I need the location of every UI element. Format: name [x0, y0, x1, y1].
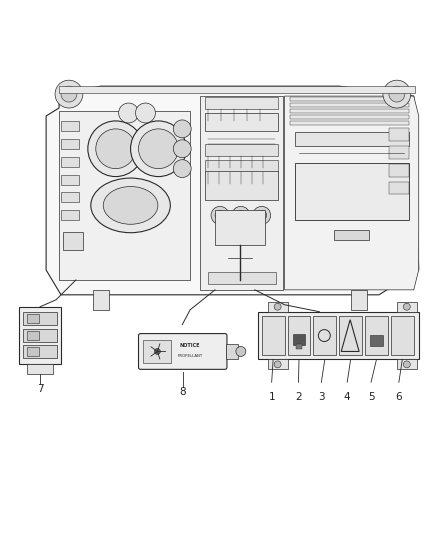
Bar — [397, 359, 417, 369]
Bar — [339, 316, 362, 356]
Bar — [23, 345, 57, 358]
Bar — [389, 128, 409, 141]
Circle shape — [274, 303, 281, 310]
Bar — [262, 316, 285, 356]
Bar — [205, 171, 278, 200]
Text: 4: 4 — [344, 392, 350, 402]
Circle shape — [119, 103, 138, 123]
FancyBboxPatch shape — [138, 334, 227, 369]
Polygon shape — [200, 96, 283, 290]
Circle shape — [96, 129, 135, 168]
Text: NOTICE: NOTICE — [180, 343, 201, 348]
Bar — [294, 163, 409, 220]
Circle shape — [236, 211, 246, 220]
Bar — [293, 334, 305, 345]
Circle shape — [389, 86, 405, 102]
Bar — [27, 365, 53, 374]
Bar — [365, 316, 388, 356]
Bar — [389, 146, 409, 159]
Bar — [290, 115, 409, 119]
Bar — [61, 192, 79, 203]
Bar — [296, 343, 303, 350]
Bar — [288, 316, 311, 356]
Bar — [391, 316, 414, 356]
Bar — [208, 272, 276, 284]
Bar — [290, 97, 409, 101]
Bar — [294, 132, 409, 146]
Text: 5: 5 — [368, 392, 374, 402]
Circle shape — [55, 80, 83, 108]
Circle shape — [253, 206, 271, 224]
Bar — [19, 307, 61, 365]
Circle shape — [211, 206, 229, 224]
Circle shape — [131, 121, 186, 176]
Text: 2: 2 — [295, 392, 302, 402]
Bar — [93, 290, 109, 310]
Text: 8: 8 — [180, 387, 186, 397]
Text: 7: 7 — [37, 384, 43, 394]
Bar — [290, 121, 409, 125]
Circle shape — [155, 349, 160, 354]
Bar — [23, 329, 57, 342]
Bar — [205, 97, 278, 109]
Bar — [61, 139, 79, 149]
Circle shape — [173, 160, 191, 177]
Polygon shape — [285, 96, 419, 290]
Text: 1: 1 — [268, 392, 275, 402]
Circle shape — [173, 140, 191, 158]
Bar — [27, 348, 39, 357]
Bar — [27, 330, 39, 340]
Bar — [63, 232, 83, 250]
Bar — [27, 314, 39, 322]
Bar — [397, 302, 417, 312]
Bar — [351, 290, 367, 310]
Circle shape — [232, 206, 250, 224]
Circle shape — [88, 121, 144, 176]
Circle shape — [173, 120, 191, 138]
Bar — [370, 335, 383, 346]
Circle shape — [383, 80, 411, 108]
Bar — [61, 157, 79, 167]
Bar — [23, 312, 57, 325]
Bar — [205, 160, 278, 172]
Circle shape — [236, 346, 246, 357]
Bar — [268, 359, 288, 369]
Bar — [61, 211, 79, 220]
Circle shape — [403, 303, 410, 310]
Circle shape — [138, 129, 178, 168]
Bar — [226, 343, 238, 359]
Circle shape — [274, 361, 281, 368]
Bar — [59, 86, 415, 93]
Circle shape — [61, 86, 77, 102]
Bar — [144, 340, 171, 364]
Bar — [389, 164, 409, 176]
Circle shape — [215, 211, 225, 220]
Ellipse shape — [91, 178, 170, 233]
Bar — [258, 312, 419, 359]
Bar — [205, 144, 278, 156]
Text: 3: 3 — [318, 392, 325, 402]
Bar — [205, 113, 278, 131]
Bar — [334, 230, 369, 240]
Ellipse shape — [103, 187, 158, 224]
Text: PROPELLANT: PROPELLANT — [177, 354, 203, 358]
Bar — [314, 316, 336, 356]
Circle shape — [135, 103, 155, 123]
Bar — [215, 211, 265, 245]
Polygon shape — [59, 111, 190, 280]
Circle shape — [257, 211, 267, 220]
Bar — [268, 302, 288, 312]
Circle shape — [403, 361, 410, 368]
Bar — [61, 175, 79, 184]
Polygon shape — [46, 86, 419, 295]
Bar — [389, 182, 409, 195]
Bar — [290, 103, 409, 107]
Bar — [290, 109, 409, 113]
Bar — [61, 121, 79, 131]
Text: 6: 6 — [396, 392, 402, 402]
